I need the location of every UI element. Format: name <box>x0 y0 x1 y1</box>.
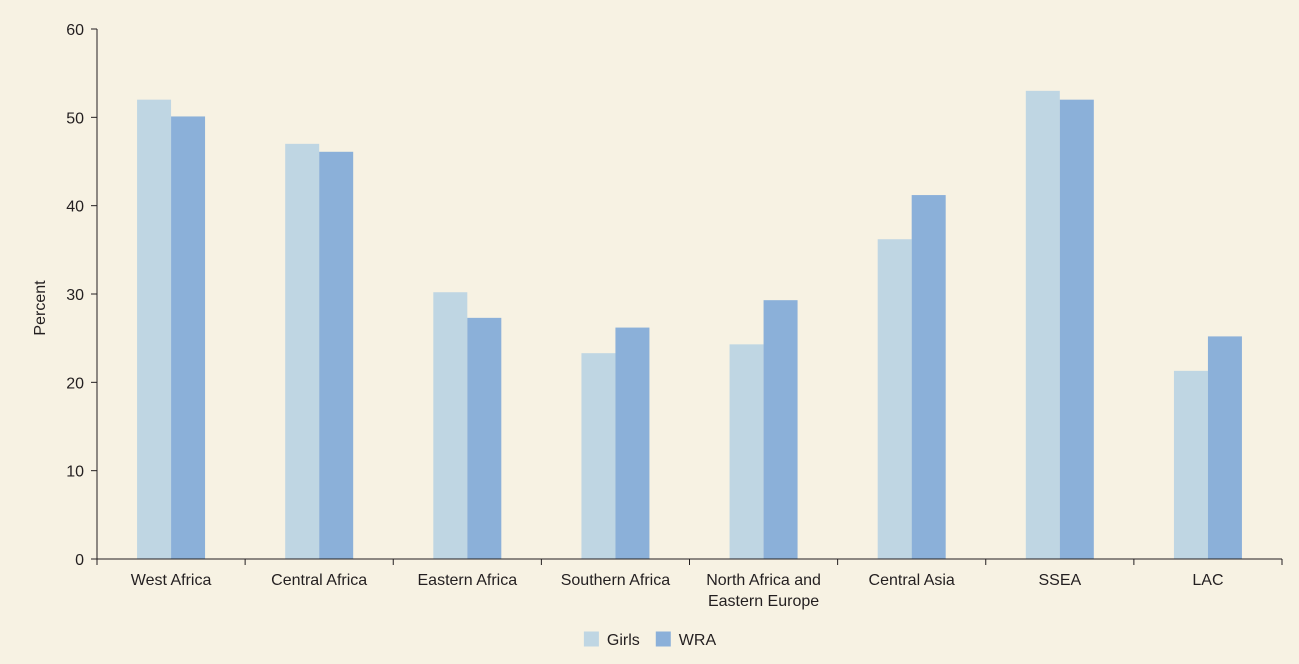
legend-swatch-girls <box>583 631 599 647</box>
axes: 0 10 20 30 40 50 60 West Africa Central Africa Ea… <box>66 22 1283 610</box>
legend-label-wra: WRA <box>679 632 717 649</box>
x-tick-label: SSEA <box>1038 572 1081 589</box>
legend-label-girls: Girls <box>607 632 640 649</box>
bar-girls-2 <box>433 292 468 559</box>
y-axis-label: Percent <box>32 280 49 336</box>
y-tick-label: 10 <box>66 464 84 481</box>
y-tick-label: 0 <box>75 552 84 569</box>
x-tick-label: LAC <box>1192 572 1223 589</box>
y-tick-label: 40 <box>66 199 84 216</box>
x-tick-label: Central Asia <box>869 572 955 589</box>
bar-wra-6 <box>1059 99 1094 560</box>
x-tick-label: Eastern Africa <box>418 572 518 589</box>
bar-girls-6 <box>1025 90 1060 559</box>
bar-girls-5 <box>877 239 912 559</box>
x-tick-label: West Africa <box>131 572 212 589</box>
bar-girls-1 <box>285 143 320 560</box>
bar-wra-1 <box>319 151 354 560</box>
bars <box>137 90 1242 560</box>
x-tick-label: North Africa and Eastern Europe <box>706 572 821 610</box>
y-tick-label: 60 <box>66 22 84 39</box>
bar-wra-5 <box>911 195 946 560</box>
bar-girls-7 <box>1173 370 1208 559</box>
bar-girls-3 <box>581 353 616 559</box>
bar-wra-4 <box>763 300 798 559</box>
bar-girls-4 <box>729 344 764 559</box>
bar-wra-3 <box>615 327 650 559</box>
x-tick-label: Southern Africa <box>561 572 671 589</box>
bar-wra-2 <box>467 317 502 559</box>
bar-wra-7 <box>1207 336 1242 559</box>
y-tick-label: 30 <box>66 287 84 304</box>
bar-wra-0 <box>171 116 206 559</box>
x-tick-label: Central Africa <box>271 572 367 589</box>
legend-swatch-wra <box>655 631 671 647</box>
y-tick-label: 50 <box>66 110 84 127</box>
y-tick-label: 20 <box>66 375 84 392</box>
legend: Girls WRA <box>583 631 717 649</box>
bar-girls-0 <box>137 99 172 560</box>
